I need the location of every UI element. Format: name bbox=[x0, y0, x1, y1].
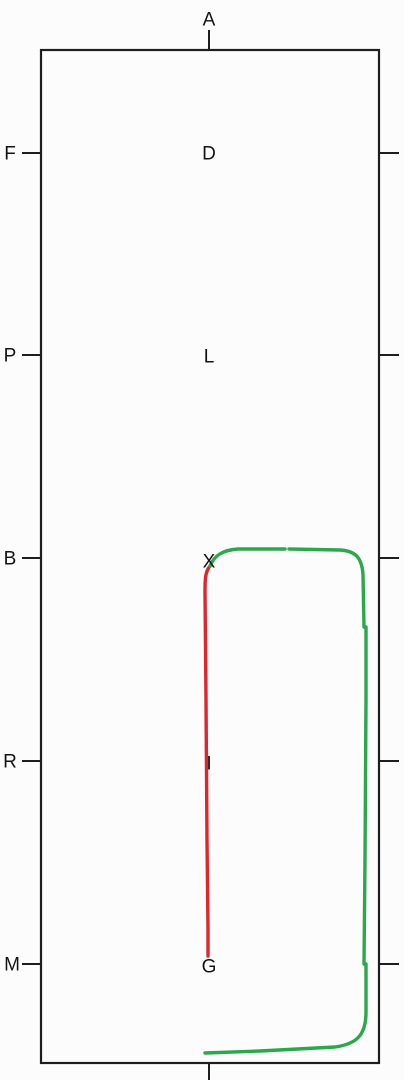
red-path bbox=[203, 564, 212, 958]
letter-centre-X: X bbox=[202, 551, 216, 573]
letter-left-F: F bbox=[4, 143, 16, 165]
letter-left-M: M bbox=[4, 954, 20, 976]
letter-centre-G: G bbox=[201, 956, 217, 978]
letter-centre-L: L bbox=[203, 346, 215, 368]
green-path bbox=[203, 547, 368, 1055]
letter-centre-I: I bbox=[206, 753, 212, 775]
letter-centre-D: D bbox=[202, 143, 216, 165]
letter-top: A bbox=[202, 9, 216, 31]
letter-left-R: R bbox=[3, 751, 17, 773]
letter-left-B: B bbox=[3, 548, 17, 570]
letter-left-P: P bbox=[3, 345, 17, 367]
